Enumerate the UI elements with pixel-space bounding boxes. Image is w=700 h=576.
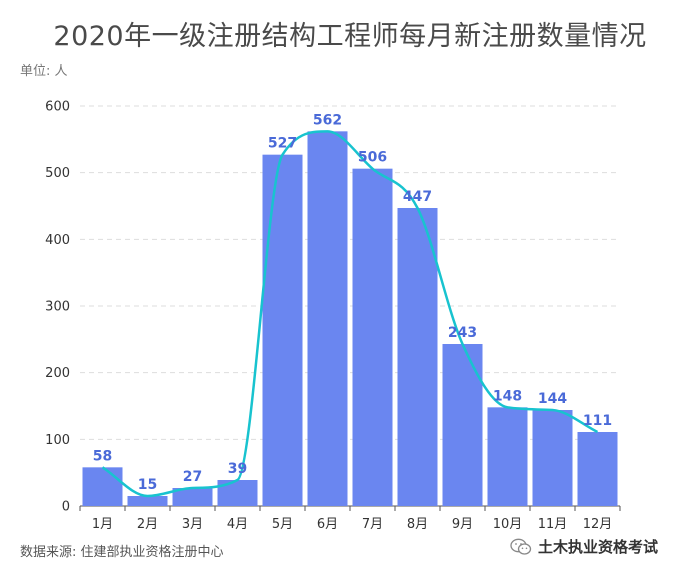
bar-chart: 0 100 200 300 400 500 600 58 15 27 39 527 562 506 447… — [45, 100, 621, 532]
trend-line — [101, 130, 599, 498]
x-tick-label: 3月 — [182, 517, 203, 532]
watermark-text: 土木执业资格考试 — [538, 538, 659, 556]
y-tick-label: 0 — [62, 500, 70, 515]
x-tick-label: 12月 — [583, 517, 613, 532]
chart-title: 2020年一级注册结构工程师每月新注册数量情况 — [53, 21, 647, 52]
x-tick-label: 8月 — [407, 517, 428, 532]
bar — [352, 168, 393, 506]
bar — [487, 407, 528, 506]
data-label: 58 — [93, 448, 112, 464]
x-tick-label: 7月 — [362, 517, 383, 532]
data-label: 447 — [403, 189, 432, 205]
data-source: 数据来源: 住建部执业资格注册中心 — [20, 545, 224, 560]
bar — [532, 410, 573, 506]
bar — [397, 208, 438, 506]
wechat-icon — [510, 538, 532, 555]
bar — [262, 154, 303, 506]
data-label: 527 — [268, 136, 297, 152]
x-tick-label: 4月 — [227, 517, 248, 532]
data-label: 39 — [228, 461, 247, 477]
data-label: 148 — [493, 388, 522, 404]
bar — [172, 488, 213, 506]
bar — [577, 432, 618, 506]
x-tick-label: 2月 — [137, 517, 158, 532]
x-tick-label: 10月 — [493, 517, 523, 532]
x-tick-label: 9月 — [452, 517, 473, 532]
data-label: 15 — [138, 477, 157, 493]
bar — [442, 344, 483, 506]
bar — [127, 496, 168, 506]
x-tick-label: 1月 — [92, 517, 113, 532]
data-label: 562 — [313, 112, 342, 128]
x-tick-label: 6月 — [317, 517, 338, 532]
bar — [217, 480, 258, 506]
bar — [307, 131, 348, 507]
bar — [82, 467, 123, 506]
x-tick-label: 11月 — [538, 517, 568, 532]
y-tick-label: 600 — [45, 100, 70, 115]
y-tick-label: 200 — [45, 366, 70, 381]
y-tick-label: 300 — [45, 300, 70, 315]
y-tick-label: 500 — [45, 166, 70, 181]
data-label: 144 — [538, 391, 567, 407]
y-tick-label: 100 — [45, 433, 70, 448]
y-tick-label: 400 — [45, 233, 70, 248]
x-tick-label: 5月 — [272, 517, 293, 532]
data-label: 506 — [358, 150, 387, 166]
data-label: 27 — [183, 469, 202, 485]
watermark: 土木执业资格考试 — [510, 536, 658, 557]
data-label: 243 — [448, 325, 477, 341]
unit-label: 单位: 人 — [20, 64, 68, 79]
data-label: 111 — [583, 413, 612, 429]
